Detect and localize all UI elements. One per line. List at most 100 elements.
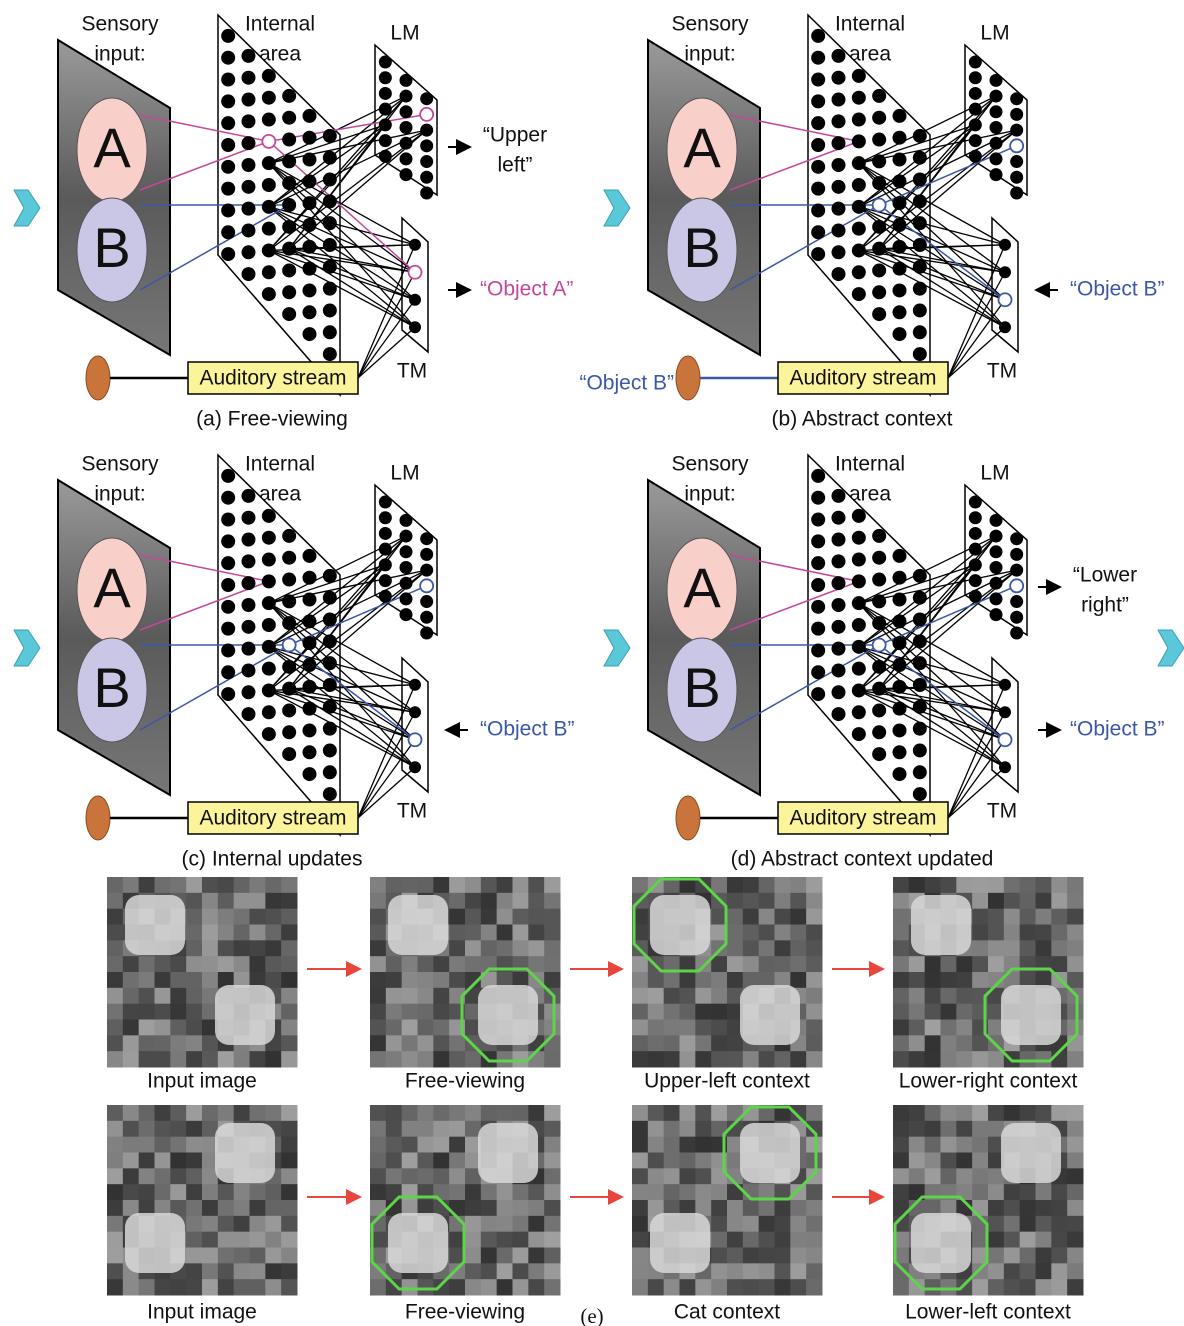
- pixel: [465, 925, 481, 941]
- pixel: [250, 1200, 266, 1216]
- pixel: [433, 1279, 449, 1295]
- lm-label: LM: [390, 22, 419, 45]
- object: [215, 1123, 275, 1183]
- panel: Sensoryinput:InternalareaLMTMABAuditory …: [14, 13, 573, 431]
- pixel: [727, 956, 743, 972]
- neuron: [811, 534, 825, 548]
- pixel: [544, 925, 560, 941]
- pixel: [956, 1168, 972, 1184]
- neuron: [303, 240, 317, 254]
- pixel: [806, 1279, 822, 1295]
- neuron: [893, 262, 907, 276]
- pixel: [123, 877, 139, 893]
- neuron: [969, 527, 982, 540]
- pixel: [139, 1168, 155, 1184]
- neuron: [379, 543, 392, 556]
- pixel: [1067, 877, 1083, 893]
- neuron: [872, 573, 886, 587]
- neuron: [323, 569, 337, 583]
- pixel: [107, 1035, 123, 1051]
- pixel: [465, 956, 481, 972]
- pixel: [1067, 909, 1083, 925]
- pixel: [155, 1279, 171, 1295]
- neuron: [852, 574, 866, 588]
- neuron: [262, 69, 276, 83]
- neuron: [872, 551, 886, 565]
- pixel: [186, 972, 202, 988]
- pixel: [1067, 956, 1083, 972]
- pixel: [695, 1121, 711, 1137]
- pixel: [941, 1051, 957, 1067]
- pixel: [418, 1004, 434, 1020]
- pixel: [1020, 877, 1036, 893]
- pixel: [806, 1232, 822, 1248]
- sensory-label: input:: [94, 483, 145, 506]
- pixel: [664, 1051, 680, 1067]
- pixel: [250, 909, 266, 925]
- pixel: [528, 1263, 544, 1279]
- pixel: [433, 1035, 449, 1051]
- neuron: [872, 133, 886, 147]
- pixel: [449, 877, 465, 893]
- neuron: [811, 643, 825, 657]
- pixel: [680, 1105, 696, 1121]
- pixel: [648, 1279, 664, 1295]
- pixel: [632, 1121, 648, 1137]
- pixel: [956, 877, 972, 893]
- pixel: [972, 1168, 988, 1184]
- pixel: [893, 1137, 909, 1153]
- pixel: [988, 1248, 1004, 1264]
- pixel: [775, 1216, 791, 1232]
- neuron: [282, 242, 296, 256]
- pixel: [155, 1105, 171, 1121]
- neuron: [872, 89, 886, 103]
- pixel: [218, 1216, 234, 1232]
- sensory-label: Sensory: [81, 453, 159, 476]
- pixel: [465, 1279, 481, 1295]
- neuron: [409, 321, 421, 333]
- neuron: [262, 156, 276, 170]
- pixel: [202, 1035, 218, 1051]
- neuron: [872, 220, 886, 234]
- pixel: [632, 1200, 648, 1216]
- pixel: [449, 1279, 465, 1295]
- neuron: [872, 176, 886, 190]
- pixel: [1051, 1184, 1067, 1200]
- pixel: [759, 1216, 775, 1232]
- pixel: [909, 1153, 925, 1169]
- pixel: [711, 1200, 727, 1216]
- pixel: [925, 972, 941, 988]
- neuron: [400, 561, 413, 574]
- pixel: [370, 1263, 386, 1279]
- neuron: [969, 134, 982, 147]
- neuron: [323, 787, 337, 801]
- neuron: [1010, 108, 1023, 121]
- neuron: [893, 571, 907, 585]
- pixel: [790, 893, 806, 909]
- pixel: [155, 1137, 171, 1153]
- pixel: [925, 1153, 941, 1169]
- pixel: [123, 1168, 139, 1184]
- pixel: [664, 1121, 680, 1137]
- pixel: [664, 1153, 680, 1169]
- pixel: [418, 956, 434, 972]
- pixel: [1067, 1035, 1083, 1051]
- neuron: [1010, 124, 1023, 137]
- pixel: [497, 1051, 513, 1067]
- active-neuron: [873, 199, 886, 212]
- pixel: [909, 1105, 925, 1121]
- pixel: [250, 1184, 266, 1200]
- pixel: [202, 1216, 218, 1232]
- pixel: [925, 988, 941, 1004]
- pixel: [370, 909, 386, 925]
- pixel: [265, 1105, 281, 1121]
- pixel: [711, 988, 727, 1004]
- pixel: [956, 1153, 972, 1169]
- neuron: [420, 186, 433, 199]
- pixel: [155, 1121, 171, 1137]
- pixel: [1004, 1216, 1020, 1232]
- pixel: [218, 1279, 234, 1295]
- pixel: [1036, 877, 1052, 893]
- pixel: [544, 1051, 560, 1067]
- panel-caption: (c) Internal updates: [182, 848, 363, 871]
